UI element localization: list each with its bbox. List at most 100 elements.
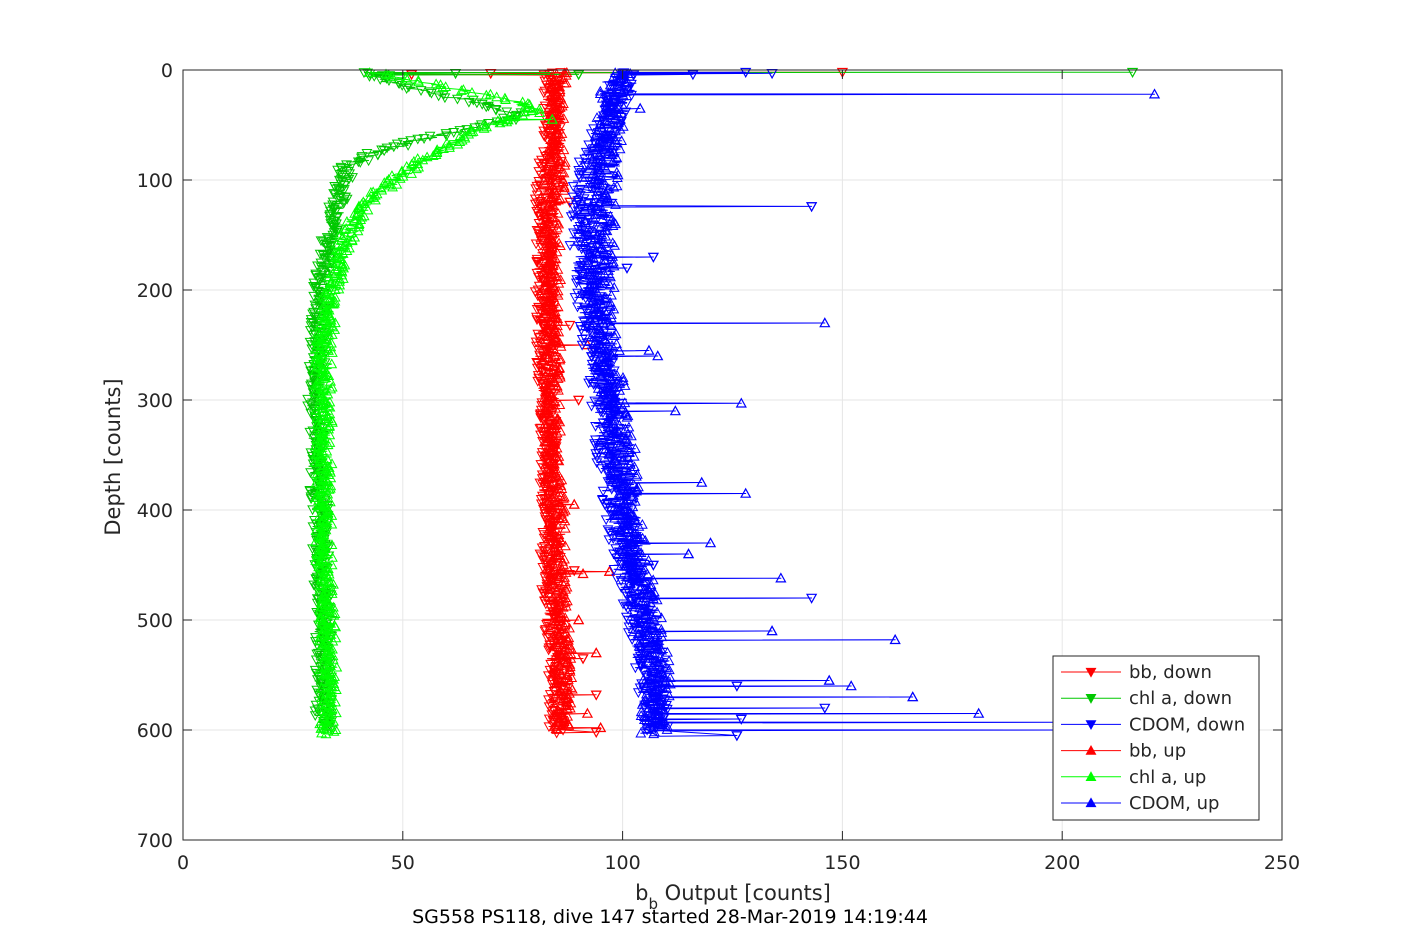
- data-point: [555, 561, 567, 571]
- y-tick-label: 400: [137, 500, 173, 522]
- data-point: [559, 159, 571, 170]
- data-point: [589, 186, 601, 197]
- data-point: [302, 394, 314, 405]
- data-point: [339, 239, 350, 250]
- data-point: [311, 468, 323, 479]
- data-point: [544, 494, 556, 505]
- data-point: [329, 671, 341, 681]
- data-point: [604, 279, 616, 290]
- data-point: [654, 718, 666, 729]
- data-point: [592, 323, 604, 333]
- data-point: [490, 105, 502, 116]
- data-point: [602, 499, 614, 509]
- legend-marker: [1085, 797, 1097, 808]
- data-point: [657, 715, 669, 725]
- legend-label: CDOM, up: [1129, 793, 1219, 814]
- data-point: [321, 303, 333, 314]
- data-point: [534, 211, 546, 222]
- data-point: [554, 353, 566, 363]
- data-point-spike: [581, 707, 594, 718]
- data-point: [554, 123, 566, 133]
- data-point: [353, 203, 365, 214]
- data-point: [307, 544, 318, 555]
- legend-label: CDOM, down: [1129, 714, 1245, 735]
- data-point: [584, 326, 596, 337]
- data-point: [556, 72, 568, 83]
- data-point: [623, 421, 635, 432]
- data-point: [317, 640, 329, 651]
- data-point: [575, 216, 587, 227]
- data-point: [604, 527, 616, 538]
- legend-label: chl a, up: [1129, 767, 1206, 788]
- data-point: [632, 688, 644, 699]
- data-point: [396, 166, 408, 177]
- data-point: [610, 544, 622, 555]
- legend-item: bb, up: [1061, 741, 1186, 762]
- data-point: [455, 85, 467, 95]
- data-point: [314, 479, 326, 489]
- data-point: [647, 574, 659, 585]
- data-point: [540, 377, 551, 388]
- data-point: [323, 665, 335, 676]
- data-point: [571, 275, 583, 286]
- data-point: [561, 581, 573, 592]
- data-point: [545, 233, 557, 244]
- data-point: [530, 341, 542, 352]
- data-point: [345, 161, 357, 172]
- data-point: [611, 166, 623, 177]
- data-point: [564, 642, 576, 653]
- data-point: [630, 591, 642, 602]
- data-point: [308, 282, 319, 292]
- data-point: [583, 282, 595, 293]
- data-point: [601, 192, 613, 202]
- data-point: [643, 554, 655, 565]
- data-point: [620, 408, 632, 419]
- data-point: [547, 437, 558, 448]
- data-point: [624, 577, 636, 588]
- data-point: [338, 198, 350, 209]
- data-point: [305, 321, 317, 332]
- data-point: [556, 166, 568, 177]
- series-layer: [302, 67, 1161, 742]
- data-point: [573, 232, 585, 243]
- data-point: [533, 158, 545, 169]
- data-point: [651, 684, 662, 694]
- legend-item: chl a, down: [1061, 688, 1232, 709]
- data-point: [601, 468, 613, 478]
- data-point: [552, 481, 564, 492]
- data-point: [441, 137, 453, 148]
- data-point: [548, 163, 560, 174]
- data-point: [543, 295, 555, 305]
- data-point: [549, 687, 561, 698]
- legend-marker: [1085, 744, 1097, 755]
- data-point: [558, 144, 570, 155]
- data-point: [655, 623, 667, 634]
- data-point: [546, 71, 558, 82]
- data-point: [633, 546, 645, 557]
- data-point: [573, 170, 585, 181]
- data-point: [326, 539, 338, 550]
- data-point: [546, 105, 557, 115]
- data-point: [313, 519, 325, 530]
- data-point: [633, 637, 645, 648]
- data-point: [603, 448, 615, 458]
- data-point: [329, 620, 341, 631]
- legend-box: [1052, 655, 1260, 821]
- data-point: [576, 168, 588, 178]
- data-point: [555, 274, 567, 285]
- data-point: [388, 142, 400, 153]
- data-point: [576, 270, 588, 280]
- data-point: [313, 486, 324, 497]
- data-point: [310, 356, 322, 367]
- data-point: [649, 708, 661, 719]
- data-point: [532, 291, 544, 302]
- data-point-spike: [889, 633, 901, 645]
- data-point: [323, 707, 335, 718]
- data-point: [636, 603, 648, 614]
- data-point: [551, 419, 563, 430]
- data-point-spike: [590, 647, 602, 658]
- data-point: [642, 657, 654, 667]
- data-point: [454, 136, 466, 147]
- data-point: [613, 556, 624, 567]
- data-point: [629, 513, 640, 524]
